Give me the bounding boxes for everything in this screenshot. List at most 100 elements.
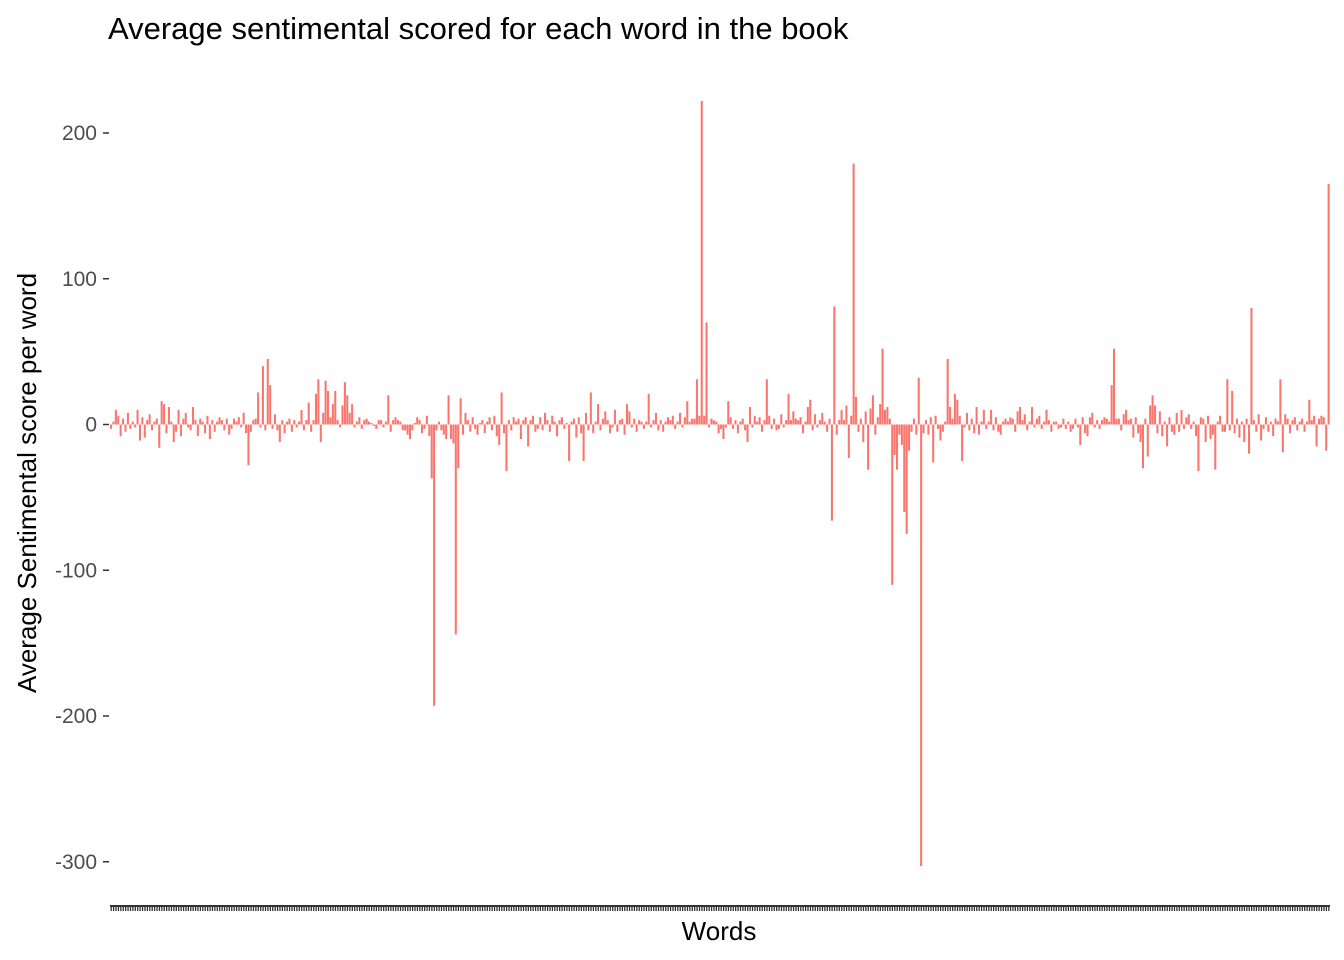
bar — [712, 420, 715, 425]
bar — [194, 420, 197, 425]
bar — [604, 411, 607, 425]
bar — [327, 390, 330, 425]
bar — [664, 421, 667, 425]
bar — [249, 424, 252, 432]
bar — [625, 404, 629, 425]
bar — [548, 424, 551, 432]
bar — [498, 424, 501, 445]
bar — [1059, 424, 1063, 428]
bar — [112, 421, 115, 425]
y-tick-label: 100 — [62, 268, 97, 291]
bar — [635, 424, 638, 432]
bar — [1238, 424, 1241, 438]
bar — [305, 420, 308, 425]
bar — [276, 424, 279, 431]
bar — [546, 420, 549, 425]
bar — [905, 424, 908, 534]
bar — [519, 424, 522, 440]
bar — [413, 423, 416, 425]
bar — [1180, 409, 1183, 425]
bar — [806, 407, 809, 425]
bar — [939, 424, 942, 441]
bar — [683, 417, 686, 425]
bar — [290, 424, 293, 432]
bar — [1187, 414, 1190, 425]
bar — [765, 379, 768, 425]
bar — [522, 420, 525, 425]
bar — [254, 418, 257, 425]
bar — [421, 424, 424, 434]
bar — [601, 418, 604, 425]
bar — [196, 424, 199, 437]
bar — [129, 424, 132, 429]
bar — [1113, 348, 1116, 425]
bar — [435, 424, 438, 431]
bar — [1052, 421, 1055, 425]
bar — [1031, 407, 1034, 425]
bar — [471, 417, 474, 425]
bar — [1045, 409, 1048, 425]
bar — [676, 421, 679, 425]
bar — [517, 418, 520, 425]
bar — [406, 424, 409, 435]
bar — [110, 424, 113, 429]
bar — [469, 424, 472, 432]
bar — [433, 424, 436, 706]
bar — [1062, 418, 1065, 425]
bar — [1301, 418, 1304, 425]
bar — [722, 424, 725, 440]
bar — [160, 401, 163, 425]
bar — [717, 424, 720, 434]
bar — [1006, 421, 1009, 425]
bar — [170, 421, 173, 425]
bar — [589, 392, 592, 425]
bar — [929, 417, 932, 425]
bar — [642, 424, 645, 429]
bar — [830, 424, 833, 521]
bar — [1014, 424, 1017, 432]
bar — [893, 424, 896, 456]
bar — [389, 424, 392, 432]
bar — [527, 424, 530, 447]
bar — [1173, 424, 1176, 435]
bar — [1255, 424, 1258, 432]
bar — [823, 421, 826, 425]
bar — [917, 377, 920, 425]
bar — [811, 424, 814, 431]
bar — [319, 424, 322, 442]
bar — [370, 423, 373, 425]
bar — [1026, 424, 1029, 431]
bar — [307, 402, 310, 425]
bar — [1170, 424, 1173, 432]
bar — [543, 412, 547, 425]
bar — [886, 407, 889, 425]
bar — [423, 424, 426, 429]
bar — [1272, 424, 1275, 437]
bar — [218, 417, 221, 425]
bar — [900, 424, 903, 445]
bar — [838, 420, 841, 425]
bar — [293, 420, 296, 425]
bar — [695, 379, 698, 425]
bar — [1043, 421, 1046, 425]
bar — [910, 424, 913, 432]
bar — [727, 401, 730, 425]
bar — [237, 417, 240, 425]
bar — [1175, 412, 1178, 425]
bar — [1182, 424, 1185, 429]
bar — [633, 418, 636, 425]
bar — [172, 424, 175, 442]
bar — [1262, 424, 1265, 429]
bar — [924, 420, 927, 425]
bar — [703, 415, 706, 425]
bar — [346, 395, 349, 425]
bar — [606, 420, 609, 425]
bar — [490, 424, 494, 431]
bar — [867, 424, 870, 470]
bar — [201, 421, 204, 425]
bar — [1264, 417, 1267, 425]
bar — [558, 420, 561, 425]
bar — [245, 424, 248, 434]
bar — [613, 409, 616, 425]
